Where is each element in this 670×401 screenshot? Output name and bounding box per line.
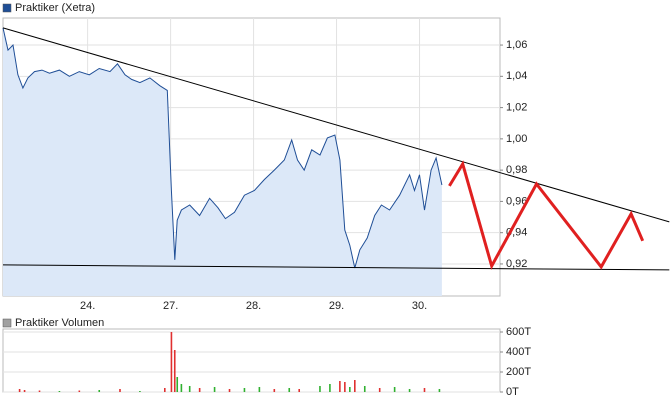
volume-bar bbox=[139, 391, 141, 392]
volume-bar bbox=[213, 387, 216, 392]
y-tick-label: 600T bbox=[506, 326, 531, 338]
volume-bar bbox=[170, 332, 173, 392]
x-tick-label: 29. bbox=[329, 300, 344, 312]
annotation-line bbox=[448, 160, 645, 270]
volume-bar bbox=[119, 389, 121, 392]
volume-bar bbox=[363, 386, 366, 392]
legend-label: Praktiker (Xetra) bbox=[15, 2, 95, 14]
y-tick-label: 1,06 bbox=[506, 39, 527, 51]
y-tick-label: 1,00 bbox=[506, 133, 527, 145]
volume-bar bbox=[393, 387, 396, 392]
legend-label: Praktiker Volumen bbox=[15, 317, 104, 329]
annotation-line bbox=[2, 264, 670, 271]
plot-frame bbox=[2, 328, 501, 393]
x-tick-label: 28. bbox=[246, 300, 261, 312]
volume-bar bbox=[408, 389, 411, 392]
y-tick-label: 400T bbox=[506, 346, 531, 358]
legend-swatch bbox=[2, 318, 12, 328]
x-tick-label: 30. bbox=[412, 300, 427, 312]
volume-bar bbox=[273, 389, 276, 392]
volume-bar bbox=[163, 388, 166, 392]
x-tick-label: 27. bbox=[163, 300, 178, 312]
x-tick-label: 24. bbox=[80, 300, 95, 312]
volume-bar bbox=[339, 381, 341, 392]
volume-bar bbox=[319, 386, 321, 392]
y-tick-label: 200T bbox=[506, 366, 531, 378]
y-tick-label: 0,98 bbox=[506, 164, 527, 176]
volume-bar bbox=[38, 390, 41, 392]
volume-bar bbox=[353, 380, 356, 392]
y-tick-label: 1,02 bbox=[506, 101, 527, 113]
volume-bar bbox=[378, 388, 381, 392]
volume-bar bbox=[243, 388, 246, 392]
volume-bar bbox=[98, 390, 101, 392]
volume-bar bbox=[78, 390, 81, 392]
volume-bar bbox=[176, 377, 179, 392]
y-tick-label: 0,92 bbox=[506, 258, 527, 270]
volume-bar bbox=[58, 391, 61, 392]
volume-bar bbox=[423, 388, 426, 392]
price-line bbox=[2, 27, 443, 269]
volume-bar bbox=[18, 389, 21, 392]
volume-bar bbox=[349, 387, 351, 392]
volume-bar bbox=[288, 388, 291, 392]
y-tick-label: 1,04 bbox=[506, 70, 527, 82]
volume-bar bbox=[329, 384, 331, 392]
volume-bar bbox=[228, 389, 231, 392]
price-area bbox=[3, 27, 442, 297]
volume-bar bbox=[180, 384, 183, 392]
legend-swatch bbox=[2, 3, 12, 13]
y-tick-label: 0,96 bbox=[506, 195, 527, 207]
volume-bar bbox=[438, 389, 441, 392]
volume-bar bbox=[258, 387, 261, 392]
volume-bar bbox=[23, 390, 26, 392]
annotation-line bbox=[2, 27, 670, 223]
volume-bar bbox=[198, 388, 201, 392]
volume-bar bbox=[344, 382, 346, 392]
volume-bar bbox=[298, 389, 301, 392]
y-tick-label: 0T bbox=[506, 386, 519, 398]
volume-bar bbox=[173, 350, 176, 392]
volume-bar bbox=[188, 386, 191, 392]
